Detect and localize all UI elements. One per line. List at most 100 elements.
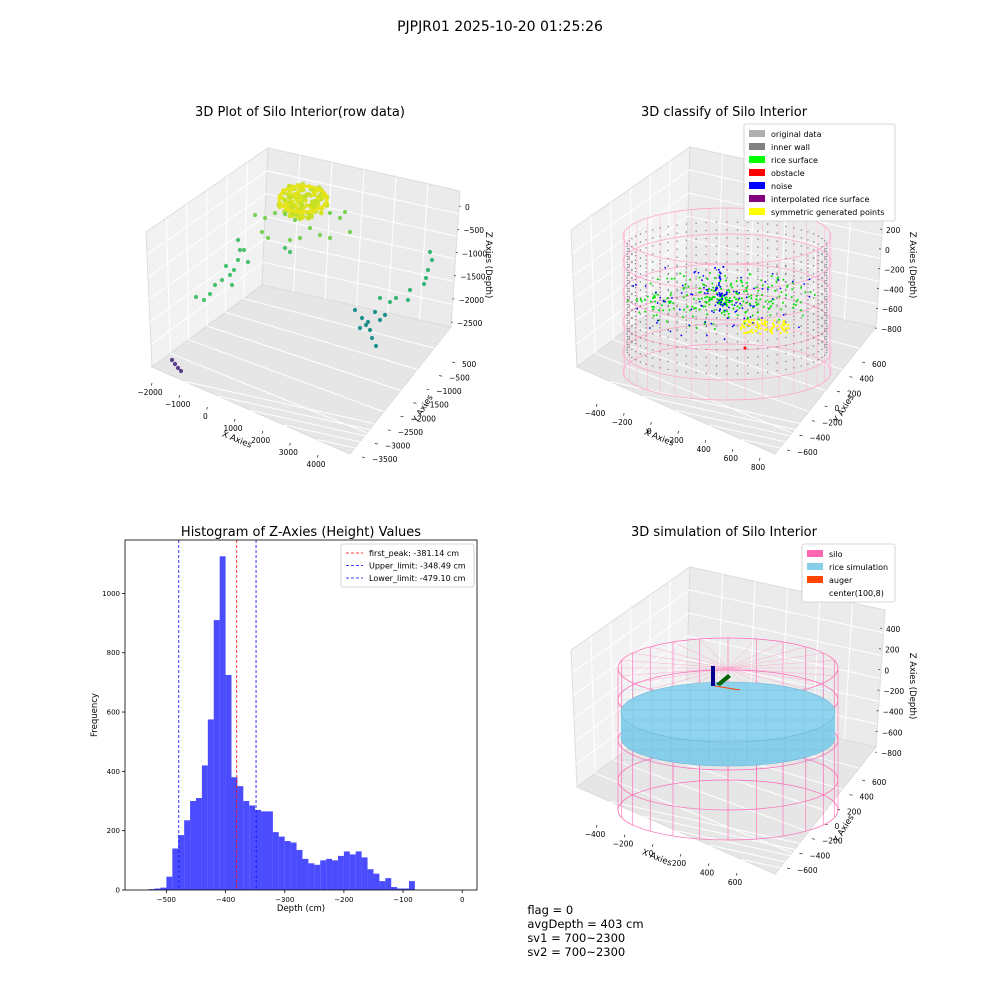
wall-point [726, 309, 728, 311]
noise-point [701, 279, 703, 282]
noise-point [761, 288, 764, 290]
wall-point [776, 296, 778, 298]
rice-point [694, 307, 697, 310]
histogram-bar [391, 887, 398, 890]
noise-point [721, 304, 724, 307]
wall-point [800, 349, 803, 351]
wall-point [685, 239, 688, 241]
wall-point [825, 274, 828, 277]
wall-point [793, 335, 795, 337]
rice-point [791, 282, 794, 285]
wall-point [793, 311, 795, 313]
wall-point [825, 247, 828, 250]
wall-point [825, 290, 828, 293]
wall-point [715, 261, 718, 263]
noise-point [693, 271, 696, 274]
x-axis-tick-label: 0 [649, 849, 654, 858]
x-tick-label: −500 [157, 896, 176, 904]
histogram-bar [302, 858, 309, 890]
wall-point [757, 372, 759, 374]
y-axis-tick-label: 400 [860, 793, 875, 802]
silo-roof-spoke [727, 667, 806, 690]
wall-point [645, 315, 647, 317]
histogram-bar [207, 719, 214, 890]
wall-point [628, 330, 630, 332]
symmetric-point [756, 322, 759, 326]
data-point [304, 203, 310, 208]
wall-point [705, 308, 707, 311]
rice-point [749, 273, 752, 276]
x-axis-tick [596, 824, 598, 828]
histogram-bar [403, 888, 409, 890]
wall-point [626, 322, 629, 325]
wall-point [628, 248, 630, 250]
wall-point [776, 298, 778, 300]
noise-point [697, 271, 700, 274]
wall-point [766, 307, 769, 309]
noise-point [710, 322, 713, 325]
wall-point [757, 284, 759, 286]
auger-shaft [711, 666, 715, 686]
y-axis-tick [849, 376, 853, 378]
wall-point [695, 246, 697, 248]
x-axis-tick-label: −2000 [137, 388, 163, 397]
wall-point [821, 300, 823, 303]
panel3-title: Histogram of Z-Axies (Height) Values [181, 525, 421, 540]
wall-point [817, 283, 820, 285]
y-axis-tick-label: −200 [822, 837, 843, 846]
data-point [300, 215, 305, 220]
symmetric-point [771, 326, 774, 329]
z-axis-tick-label: −400 [883, 285, 904, 294]
rice-point [790, 296, 793, 299]
data-point [286, 194, 292, 199]
wall-point [824, 282, 826, 284]
wall-point [631, 284, 633, 287]
histogram-legend-label: Lower_limit: -479.10 cm [369, 574, 466, 583]
noise-point [798, 326, 800, 329]
wall-point [659, 251, 661, 253]
noise-point [714, 289, 717, 292]
histogram-bar [225, 674, 232, 890]
wall-point [628, 322, 630, 324]
symmetric-point [750, 318, 753, 322]
z-axis-label: Z Axies (Depth) [483, 232, 493, 299]
y-axis-tick-label: −2000 [411, 414, 437, 423]
rice-point [746, 317, 749, 320]
rice-point [745, 301, 748, 304]
rice-point [692, 297, 695, 300]
wall-point [785, 321, 787, 324]
wall-point [757, 270, 759, 272]
y-axis-tick-label: −3500 [372, 455, 398, 464]
z-axis-tick-label: −600 [882, 305, 903, 314]
classify-legend-swatch [749, 169, 765, 176]
wall-point [651, 357, 654, 359]
wall-point [817, 319, 820, 321]
classify-legend-swatch [749, 156, 765, 163]
wall-point [824, 288, 826, 290]
wall-point [685, 371, 688, 373]
rice-point [688, 278, 691, 281]
grid-line [146, 170, 459, 255]
rice-point [670, 277, 673, 280]
data-point [265, 235, 271, 241]
y-axis-tick-label: 600 [872, 360, 887, 369]
data-point [373, 343, 379, 349]
rice-point [689, 309, 692, 312]
data-point [289, 212, 295, 217]
wall-point [793, 279, 795, 281]
symmetric-point [781, 327, 785, 330]
wall-point [825, 343, 828, 346]
wall-point [676, 290, 678, 292]
rice-point [672, 307, 675, 310]
wall-point [785, 288, 787, 291]
rice-point [780, 308, 783, 311]
wall-point [634, 259, 637, 261]
wall-point [659, 263, 661, 265]
y-tick-label: 600 [107, 709, 120, 717]
wall-point [695, 324, 697, 326]
symmetric-point [745, 323, 748, 326]
y-axis-tick [400, 415, 404, 418]
classify-legend-label: rice surface [771, 156, 818, 165]
data-point [245, 259, 251, 265]
